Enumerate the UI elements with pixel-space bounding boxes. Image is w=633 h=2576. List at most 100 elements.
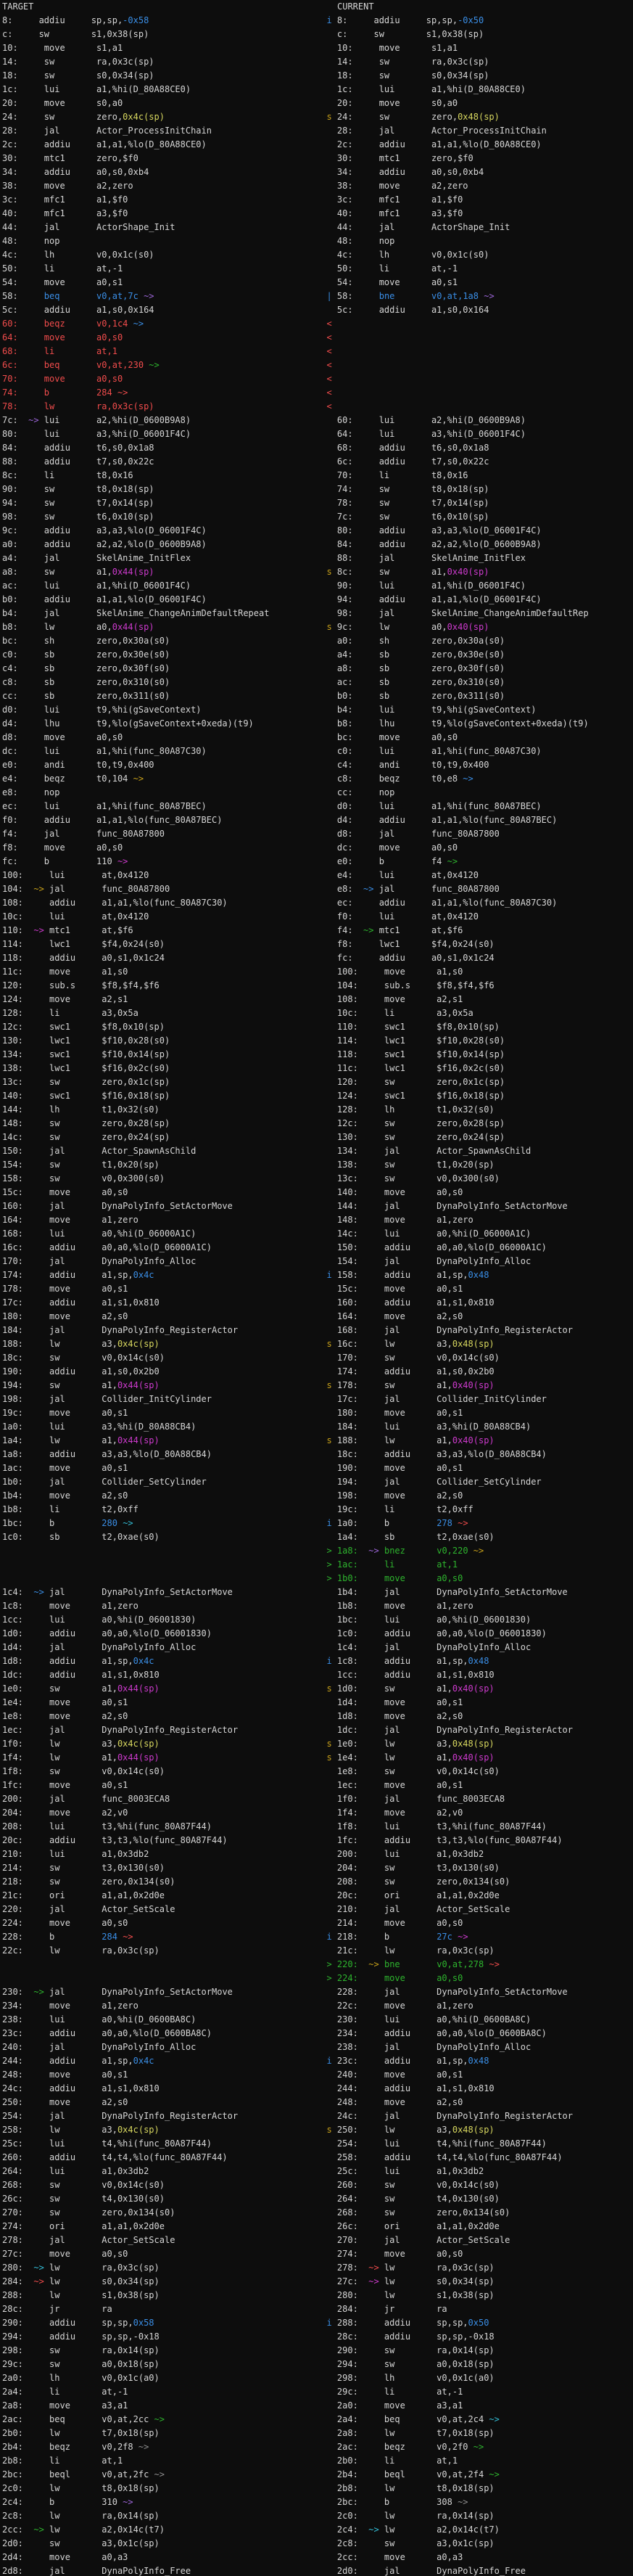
asm-line: 2a4: li at,-1 [2, 2387, 128, 2397]
asm-line: 210: lui a1,0x3db2 [2, 1849, 149, 1859]
asm-line: 27c: move a0,s0 [2, 2249, 128, 2259]
asm-line: 114: lwc1 $f10,0x28(s0) [316, 1035, 505, 1046]
asm-line: 298: sw ra,0x14(sp) [2, 2345, 160, 2355]
asm-line: 268: sw v0,0x14c(s0) [2, 2180, 165, 2190]
asm-line: 29c: sw a0,0x18(sp) [2, 2359, 160, 2369]
asm-line: 104: sub.s $f8,$f4,$f6 [316, 980, 495, 990]
asm-line: 44: jal ActorShape_Init [2, 222, 175, 232]
asm-line: 1f4: move a2,v0 [316, 1808, 463, 1818]
asm-line: 26c: ori a1,a1,0x2d0e [316, 2221, 500, 2231]
asm-line: 234: move a1,zero [2, 2001, 138, 2011]
asm-line: > 1b0: move a0,s0 [326, 1573, 463, 1583]
asm-line: 270: jal Actor_SetScale [316, 2235, 510, 2245]
asm-line: 1d4: move a0,s1 [316, 1697, 463, 1707]
asm-line: 180: move a0,s1 [316, 1408, 463, 1418]
asm-line: 170: sw v0,0x14c(s0) [316, 1353, 500, 1363]
asm-line: 26c: sw t4,0x130(s0) [2, 2194, 165, 2204]
asm-line: 2b0: lw t7,0x18(sp) [2, 2428, 160, 2438]
asm-line: 294: addiu sp,sp,-0x18 [2, 2331, 160, 2342]
asm-line: < [326, 401, 332, 411]
asm-line: 40: mfc1 a3,$f0 [316, 208, 463, 218]
asm-line: 80: lui a3,%hi(D_06001F4C) [2, 429, 191, 439]
asm-line: 130: sw zero,0x24(sp) [316, 1132, 505, 1142]
asm-line: 2b4: beqz v0,2f8 ~> [2, 2442, 149, 2452]
target-code-column: 8: addiu sp,sp,-0x58 c: sw s1,0x38(sp) 1… [2, 14, 315, 2576]
asm-line: d0: lui a1,%hi(func_80A87BEC) [316, 801, 542, 811]
asm-line: 11c: lwc1 $f16,0x2c(s0) [316, 1063, 505, 1073]
asm-line: 1ac: move a0,s1 [2, 1463, 128, 1473]
asm-line: 130: lwc1 $f10,0x28(s0) [2, 1035, 170, 1046]
asm-line: c0: sb zero,0x30e(s0) [2, 649, 170, 660]
asm-line: 30: mtc1 zero,$f0 [2, 153, 138, 163]
asm-line: 5c: addiu a1,s0,0x164 [316, 305, 489, 315]
asm-line: a4: sb zero,0x30e(s0) [316, 649, 505, 660]
asm-line: < [326, 319, 332, 329]
asm-line: b4: lui t9,%hi(gSaveContext) [316, 705, 537, 715]
asm-line: 2d4: move a0,a3 [2, 2552, 128, 2562]
asm-line: 1e8: sw v0,0x14c(s0) [316, 1766, 500, 1776]
asm-line: 1f4: lw a1,0x44(sp) [2, 1752, 160, 1763]
asm-line: < [326, 332, 332, 342]
asm-line: b4: jal SkelAnime_ChangeAnimDefaultRepea… [2, 608, 270, 618]
asm-line: 264: lui a1,0x3db2 [2, 2166, 149, 2176]
asm-line: 10: move s1,a1 [2, 43, 123, 53]
asm-line: i 8: addiu sp,sp,-0x50 [326, 15, 484, 25]
asm-line: 180: move a2,s0 [2, 1311, 128, 1321]
asm-line: 34: addiu a0,s0,0xb4 [2, 167, 149, 177]
asm-line: b8: lhu t9,%lo(gSaveContext+0xeda)(t9) [316, 718, 589, 729]
asm-line: 178: move a0,s1 [2, 1284, 128, 1294]
asm-line: 68: addiu t6,s0,0x1a8 [316, 443, 489, 453]
asm-line: f8: lwc1 $f4,0x24(s0) [316, 939, 495, 949]
asm-line: 1c4: ~> jal DynaPolyInfo_SetActorMove [2, 1587, 233, 1597]
asm-line: < [326, 387, 332, 398]
asm-line: 2c4: b 310 ~> [2, 2497, 133, 2507]
asm-line: 2ac: beqz v0,2f0 ~> [316, 2442, 484, 2452]
asm-line: 23c: addiu a0,a0,%lo(D_0600BA8C) [2, 2028, 212, 2038]
asm-line: c0: lui a1,%hi(func_80A87C30) [316, 746, 542, 756]
asm-line: 54: move a0,s1 [316, 277, 458, 287]
asm-line: 40: mfc1 a3,$f0 [2, 208, 128, 218]
asm-line: 118: addiu a0,s1,0x1c24 [2, 953, 165, 963]
asm-line: 264: sw t4,0x130(s0) [316, 2194, 500, 2204]
asm-line: 204: move a2,v0 [2, 1808, 128, 1818]
asm-line: ac: sb zero,0x310(s0) [316, 677, 505, 687]
asm-line: 18: sw s0,0x34(sp) [316, 70, 489, 81]
asm-line: 120: sub.s $f8,$f4,$f6 [2, 980, 160, 990]
asm-line: s 9c: lw a0,0x40(sp) [326, 622, 489, 632]
asm-line: 188: lw a3,0x4c(sp) [2, 1339, 160, 1349]
asm-line: 258: addiu t4,t4,%lo(func_80A87F44) [316, 2152, 563, 2162]
asm-line: 228: jal DynaPolyInfo_SetActorMove [316, 1987, 568, 1997]
asm-line: 150: jal Actor_SpawnAsChild [2, 1146, 196, 1156]
asm-line: 214: sw t3,0x130(s0) [2, 1863, 165, 1873]
asm-line: 268: sw zero,0x134(s0) [316, 2207, 510, 2218]
asm-line: 20c: ori a1,a1,0x2d0e [316, 1890, 500, 1900]
asm-line: f4: ~> mtc1 at,$f6 [316, 925, 463, 935]
asm-line: 1d8: move a2,s0 [316, 1711, 463, 1721]
asm-line: 3c: mfc1 a1,$f0 [2, 194, 128, 205]
asm-line: 168: lui a0,%hi(D_06000A1C) [2, 1228, 196, 1239]
asm-line: s 1e4: lw a1,0x40(sp) [326, 1752, 495, 1763]
asm-line: d4: lhu t9,%lo(gSaveContext+0xeda)(t9) [2, 718, 254, 729]
asm-line: 224: move a0,s0 [2, 1918, 128, 1928]
asm-line: 44: jal ActorShape_Init [316, 222, 510, 232]
asm-line: 230: lui a0,%hi(D_0600BA8C) [316, 2014, 531, 2025]
asm-line: 218: sw zero,0x134(s0) [2, 1876, 175, 1887]
asm-line: 19c: li t2,0xff [316, 1504, 473, 1514]
asm-line: > 1a8: ~> bnez v0,220 ~> [326, 1546, 484, 1556]
asm-line: 60: lui a2,%hi(D_0600B9A8) [316, 415, 526, 425]
asm-line: 28: jal Actor_ProcessInitChain [316, 126, 547, 136]
asm-line: i 158: addiu a1,sp,0x48 [326, 1270, 489, 1280]
asm-line: > 224: move a0,s0 [326, 1973, 463, 1983]
asm-line: 70: move a0,s0 [2, 374, 123, 384]
asm-line: 13c: sw v0,0x300(s0) [316, 1173, 500, 1184]
asm-line: 294: sw a0,0x18(sp) [316, 2359, 495, 2369]
asm-line: d4: addiu a1,a1,%lo(func_80A87BEC) [316, 815, 558, 825]
asm-line: 158: sw v0,0x300(s0) [2, 1173, 165, 1184]
asm-line: 25c: lui t4,%hi(func_80A87F44) [2, 2138, 212, 2149]
asm-line: 138: sw t1,0x20(sp) [316, 1160, 495, 1170]
asm-line: c: sw s1,0x38(sp) [316, 29, 484, 39]
asm-line: 1b0: jal Collider_SetCylinder [2, 1477, 207, 1487]
asm-line: 1f8: lui t3,%hi(func_80A87F44) [316, 1821, 547, 1831]
asm-line: 138: lwc1 $f16,0x2c(s0) [2, 1063, 170, 1073]
asm-line: 24: sw zero,0x4c(sp) [2, 112, 165, 122]
